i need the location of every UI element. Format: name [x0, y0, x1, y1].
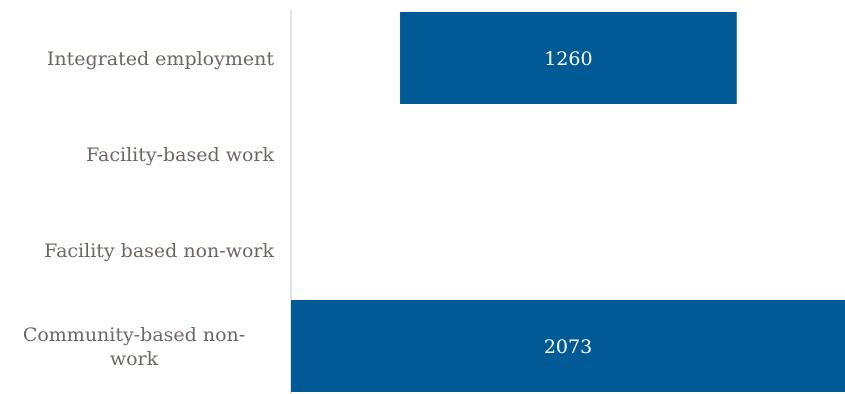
data-label-3: 2073: [544, 336, 592, 358]
data-label-0: 1260: [544, 48, 592, 70]
category-label-line: Integrated employment: [47, 48, 274, 70]
category-label-line: Community-based non-: [23, 324, 245, 346]
category-label-line: work: [110, 348, 159, 370]
bar-0: [400, 12, 737, 104]
category-label-2: Facility based non-work: [44, 240, 274, 262]
category-label-3: Community-based non-work: [23, 324, 245, 370]
category-label-0: Integrated employment: [47, 48, 274, 70]
category-label-line: Facility-based work: [86, 144, 274, 166]
bar-3: [291, 300, 845, 392]
category-label-line: Facility based non-work: [44, 240, 274, 262]
category-label-1: Facility-based work: [86, 144, 274, 166]
